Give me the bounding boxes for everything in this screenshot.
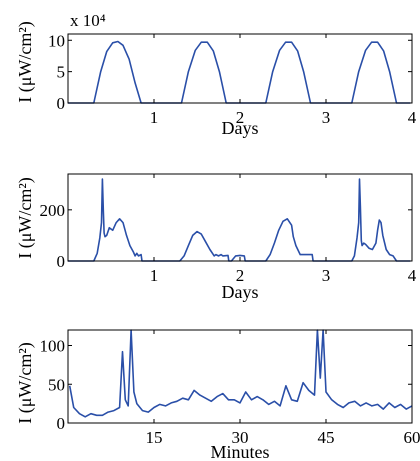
panel-3-xlabel: Minutes (210, 442, 269, 461)
x-tick-label: 4 (408, 108, 417, 127)
y-tick-label: 50 (48, 375, 65, 394)
panel-3-ylabel: I (μW/cm²) (15, 342, 36, 424)
series-line (68, 178, 411, 262)
x-tick-label: 2 (236, 266, 245, 285)
y-tick-label: 100 (40, 337, 66, 356)
panel-1-plot (68, 40, 411, 104)
x-tick-label: 60 (404, 428, 420, 447)
panel-3-axes-frame (67, 329, 413, 424)
panel-1-ylabel: I (μW/cm²) (15, 21, 36, 103)
panel-2-ticks: 1 2 3 4 0 200 (40, 174, 417, 285)
y-tick-label: 200 (40, 201, 66, 220)
panel-3-ticks: 15 30 45 60 0 50 100 (40, 330, 420, 447)
series-line (68, 40, 411, 104)
panel-2-ylabel: I (μW/cm²) (15, 177, 36, 259)
x-tick-label: 15 (146, 428, 163, 447)
panel-1-scale-label: x 10⁴ (70, 11, 106, 30)
panel-1-xlabel: Days (222, 118, 259, 138)
x-tick-label: 3 (322, 266, 331, 285)
panel-1: x 10⁴ I (μW/cm²) 1 2 3 4 0 5 10 Days (15, 11, 417, 138)
y-tick-label: 10 (48, 31, 65, 50)
panel-2-plot (68, 178, 411, 262)
panel-2-xlabel: Days (222, 282, 259, 302)
x-tick-label: 4 (408, 266, 417, 285)
x-tick-label: 1 (150, 266, 159, 285)
y-tick-label: 0 (57, 94, 66, 113)
x-tick-label: 3 (322, 108, 331, 127)
x-tick-label: 30 (232, 428, 249, 447)
panel-1-ticks: 1 2 3 4 0 5 10 (48, 31, 417, 127)
y-tick-label: 0 (57, 414, 66, 433)
panel-2: I (μW/cm²) 1 2 3 4 0 200 Days (15, 173, 417, 302)
panel-3-plot (68, 329, 413, 418)
x-tick-label: 2 (236, 108, 245, 127)
x-tick-label: 45 (318, 428, 335, 447)
series-line (68, 329, 413, 418)
y-tick-label: 5 (57, 63, 66, 82)
panel-3: I (μW/cm²) 15 30 45 60 0 50 100 Minutes (15, 329, 420, 461)
x-tick-label: 1 (150, 108, 159, 127)
y-tick-label: 0 (57, 252, 66, 271)
